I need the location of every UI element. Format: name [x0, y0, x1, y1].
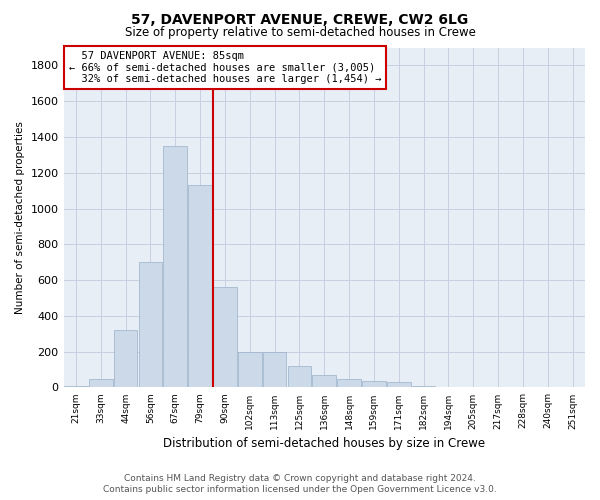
Bar: [362, 381, 386, 388]
Bar: [163, 146, 187, 388]
Bar: [238, 352, 262, 388]
Bar: [337, 380, 361, 388]
Bar: [412, 386, 436, 388]
Text: Contains HM Land Registry data © Crown copyright and database right 2024.
Contai: Contains HM Land Registry data © Crown c…: [103, 474, 497, 494]
Bar: [139, 262, 162, 388]
Text: Size of property relative to semi-detached houses in Crewe: Size of property relative to semi-detach…: [125, 26, 475, 39]
Text: 57, DAVENPORT AVENUE, CREWE, CW2 6LG: 57, DAVENPORT AVENUE, CREWE, CW2 6LG: [131, 12, 469, 26]
Y-axis label: Number of semi-detached properties: Number of semi-detached properties: [15, 121, 25, 314]
Bar: [437, 386, 460, 388]
Bar: [213, 287, 237, 388]
Bar: [64, 386, 88, 388]
Bar: [461, 387, 485, 388]
Bar: [287, 366, 311, 388]
X-axis label: Distribution of semi-detached houses by size in Crewe: Distribution of semi-detached houses by …: [163, 437, 485, 450]
Bar: [114, 330, 137, 388]
Bar: [263, 352, 286, 388]
Bar: [387, 382, 410, 388]
Bar: [188, 186, 212, 388]
Bar: [313, 375, 336, 388]
Text: 57 DAVENPORT AVENUE: 85sqm
← 66% of semi-detached houses are smaller (3,005)
  3: 57 DAVENPORT AVENUE: 85sqm ← 66% of semi…: [69, 51, 381, 84]
Bar: [89, 380, 113, 388]
